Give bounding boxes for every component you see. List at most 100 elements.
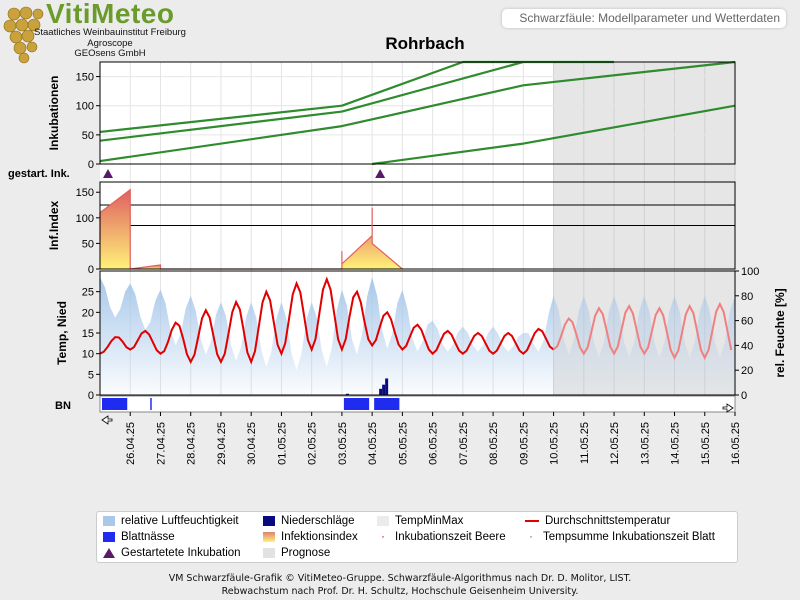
infection-area <box>100 189 131 269</box>
footer-line: Rebwachstum nach Prof. Dr. H. Schultz, H… <box>221 586 579 597</box>
temperature-line <box>99 276 555 365</box>
x-tick-label: 11.05.25 <box>579 422 591 464</box>
y-tick-label: 100 <box>76 213 94 225</box>
y-tick-label: 15 <box>82 328 94 340</box>
legend-item: Prognose <box>263 547 330 559</box>
legend-item: TempMinMax <box>377 515 463 527</box>
panel-frame <box>99 270 736 396</box>
legend-item: Durchschnittstemperatur <box>525 515 670 527</box>
org-line: Agroscope <box>87 38 133 49</box>
x-tick-label: 06.05.25 <box>428 422 440 465</box>
incubation-series-line <box>371 104 736 166</box>
x-tick-label: 09.05.25 <box>518 422 530 465</box>
legend-item: relative Luftfeuchtigkeit <box>103 515 239 527</box>
precipitation-bar <box>345 393 349 395</box>
footer-line: VM Schwarzfäule-Grafik © VitiMeteo-Grupp… <box>168 573 632 584</box>
x-tick-label: 12.05.25 <box>609 422 621 465</box>
logo-text: VitiMeteo <box>46 0 175 29</box>
y-axis-label: Inkubationen <box>47 76 61 151</box>
x-tick-label: 05.05.25 <box>397 422 409 465</box>
precipitation-bar <box>379 388 383 395</box>
x-tick-label: 27.04.25 <box>155 422 167 465</box>
x-tick-label: 02.05.25 <box>307 422 319 465</box>
y-tick-label-right: 100 <box>741 266 759 278</box>
legend-item: · Inkubationszeit Beere <box>377 528 506 543</box>
footer: VM Schwarzfäule-Grafik © VitiMeteo-Grupp… <box>0 572 800 598</box>
x-tick-label: 04.05.25 <box>367 422 379 465</box>
x-tick-label: 13.05.25 <box>639 422 651 465</box>
leaf-wetness-bar <box>150 398 152 410</box>
y-axis-label: Inf.Index <box>47 201 61 251</box>
y-tick-label: 0 <box>88 264 94 276</box>
precipitation-bar <box>382 384 386 395</box>
scroll-left-icon <box>101 415 113 425</box>
infection-line <box>130 264 162 270</box>
org-line: GEOsens GmbH <box>74 48 146 59</box>
x-tick-label: 29.04.25 <box>216 422 228 465</box>
y-tick-label: 25 <box>82 287 94 299</box>
row-label: gestart. Ink. <box>8 168 70 180</box>
x-tick-label: 10.05.25 <box>549 422 561 465</box>
started-incubation-marker <box>103 169 113 178</box>
x-tick-label: 16.05.25 <box>730 422 742 465</box>
humidity-area <box>100 277 554 395</box>
berry-incubation-dot: · <box>381 528 385 543</box>
x-tick-label: 08.05.25 <box>488 422 500 465</box>
chart-subtitle: Schwarzfäule: Modellparameter und Wetter… <box>502 9 786 28</box>
x-tick-label: 30.04.25 <box>246 422 258 465</box>
leaf-wetness-swatch <box>103 531 115 542</box>
x-tick-label: 15.05.25 <box>700 422 712 465</box>
y-tick-label: 0 <box>88 390 94 402</box>
y-tick-label: 5 <box>88 369 94 381</box>
x-tick-label: 26.04.25 <box>125 422 137 465</box>
y-tick-label-right: 20 <box>741 365 753 377</box>
infection-swatch <box>263 531 275 542</box>
legend-item: Blattnässe <box>103 531 175 543</box>
y-tick-label: 150 <box>76 187 94 199</box>
x-tick-label: 01.05.25 <box>276 422 288 465</box>
legend-item: Gestartetete Inkubation <box>103 547 241 559</box>
y-tick-label: 50 <box>82 130 94 142</box>
triangle-icon <box>103 547 115 558</box>
temperature-swatch <box>525 519 539 522</box>
legend-item: Infektionsindex <box>263 531 358 543</box>
infection-line <box>341 207 403 270</box>
legend-item: · Tempsumme Inkubationszeit Blatt <box>525 528 715 543</box>
y-tick-label: 150 <box>76 72 94 84</box>
leaf-wetness-frame <box>99 395 736 413</box>
row-label: BN <box>55 400 71 412</box>
legend-item: Niederschläge <box>263 515 355 527</box>
y-axis-label: Temp, Nied <box>55 301 69 365</box>
leaf-wetness-bar <box>343 398 370 410</box>
x-tick-label: 14.05.25 <box>670 422 682 465</box>
forecast-swatch <box>263 547 275 558</box>
y-tick-label-right: 80 <box>741 291 753 303</box>
y-tick-label: 100 <box>76 101 94 113</box>
y-tick-label: 50 <box>82 238 94 250</box>
leaf-wetness-bar <box>374 398 400 410</box>
x-tick-label: 28.04.25 <box>186 422 198 465</box>
y-axis-label-right: rel. Feuchte [%] <box>773 288 787 377</box>
y-tick-label-right: 60 <box>741 316 753 328</box>
org-line: Staatliches Weinbauinstitut Freiburg <box>34 27 186 38</box>
panel-frame <box>99 181 736 270</box>
y-tick-label-right: 40 <box>741 340 753 352</box>
humidity-swatch <box>103 515 115 526</box>
grape-icon <box>3 6 44 64</box>
y-tick-label-right: 0 <box>741 390 747 402</box>
humidity-forecast-area <box>553 295 735 395</box>
leaf-incubation-dot: · <box>529 528 533 543</box>
scroll-right-icon <box>722 403 734 413</box>
y-tick-label: 20 <box>82 307 94 319</box>
chart-title: Rohrbach <box>385 34 465 53</box>
rain-swatch <box>263 515 275 526</box>
precipitation-bar <box>385 378 389 395</box>
tempminmax-swatch <box>377 515 389 526</box>
started-incubation-marker <box>375 169 386 178</box>
panel-frame <box>99 61 736 165</box>
x-tick-label: 03.05.25 <box>337 422 349 465</box>
chart-legend: relative Luftfeuchtigkeit Niederschläge … <box>96 511 738 563</box>
leaf-wetness-bar <box>102 398 128 410</box>
forecast-temperature-line <box>552 301 733 361</box>
